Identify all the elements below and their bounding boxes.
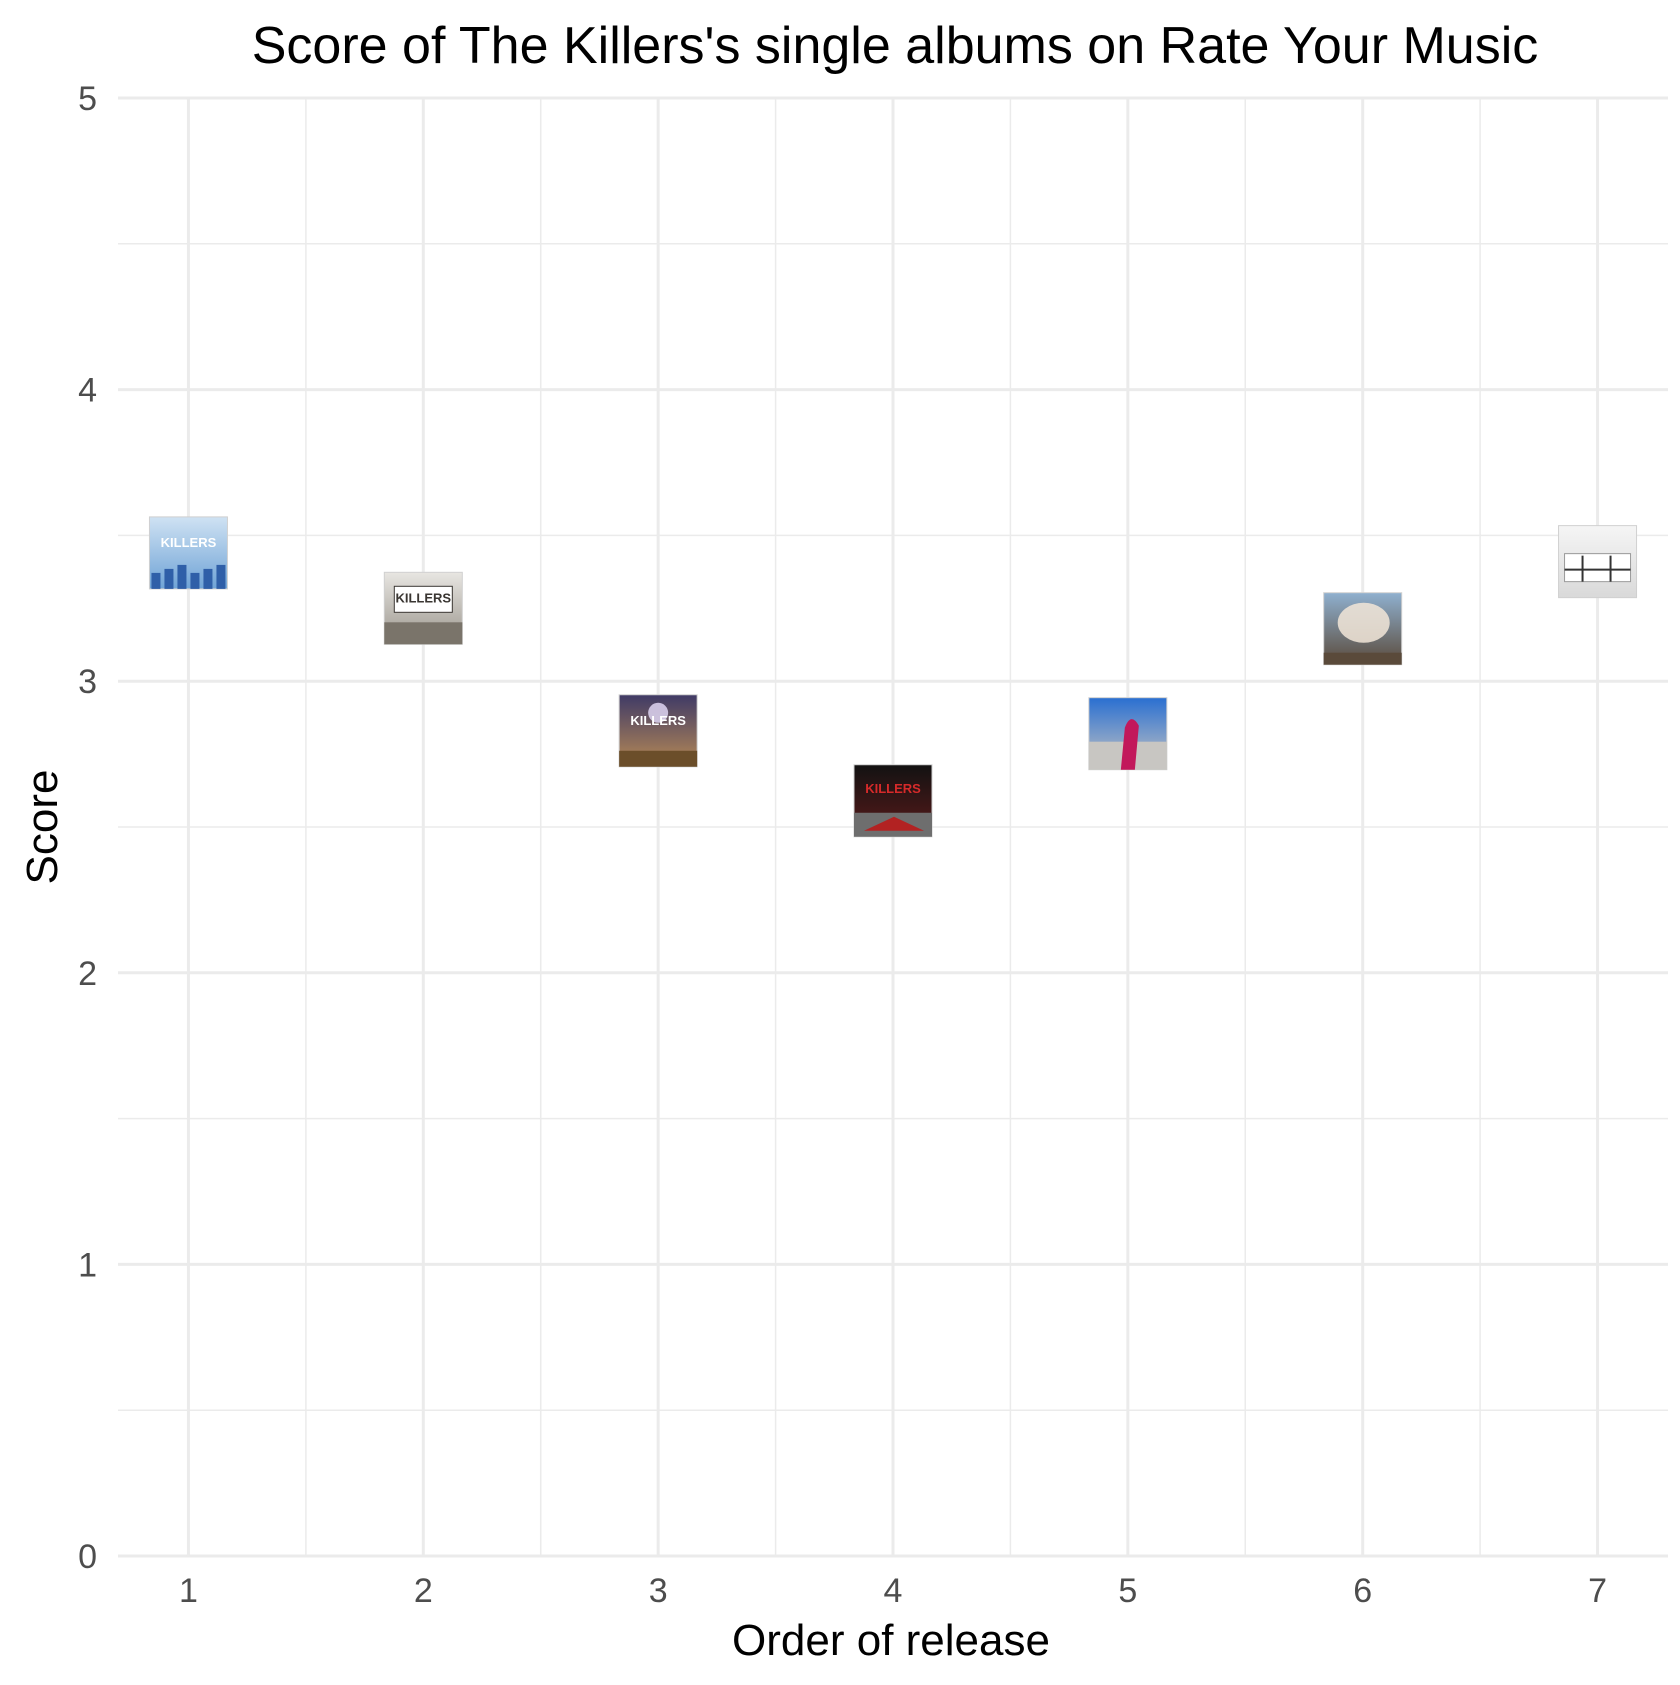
city-building [203,568,213,589]
city-building [164,568,174,589]
cover-background [148,516,228,590]
ground [384,622,463,645]
city-building [151,572,161,589]
cover-text: KILLERS [865,781,921,796]
y-tick-label: 2 [78,955,97,993]
y-tick-label: 3 [78,663,97,701]
x-tick-label: 4 [884,1572,903,1610]
grid-layer [118,96,1668,1558]
album-cover-4-icon: KILLERS [853,764,933,838]
city-building [190,572,200,589]
tick-layer: 0 1 2 3 4 5 1 2 3 4 5 6 7 [78,80,1607,1610]
album-cover-3-icon: KILLERS [618,694,698,768]
x-tick-label: 5 [1118,1572,1137,1610]
car [864,816,924,831]
album-cover-6-icon [1323,592,1403,666]
cover-text: KILLERS [630,713,686,728]
city-building [177,564,187,589]
cloud [1337,602,1390,643]
x-tick-label: 2 [414,1572,433,1610]
horizon [1323,652,1402,665]
album-cover-7-icon [1558,525,1638,599]
desert [619,750,698,767]
y-tick-label: 1 [78,1246,97,1284]
billboard [393,585,453,613]
album-cover-2-icon: KILLERS [383,571,463,645]
x-tick-label: 7 [1588,1572,1607,1610]
point-layer: KILLERS KILLERS KILLERS KILLERS [148,516,1638,838]
hand-with-shell [1120,719,1139,770]
cover-text: KILLERS [161,535,217,550]
y-tick-label: 4 [78,372,97,410]
y-tick-label: 5 [78,80,97,118]
chart-title: Score of The Killers's single albums on … [252,17,1539,75]
album-cover-5-icon [1088,697,1168,771]
photo-frame [1564,553,1632,583]
moon [648,702,669,723]
x-axis-title: Order of release [732,1616,1050,1665]
city-building [216,564,226,589]
cover-text: KILLERS [395,590,451,605]
x-tick-label: 3 [649,1572,668,1610]
x-tick-label: 6 [1353,1572,1372,1610]
y-axis-title: Score [18,770,67,885]
x-tick-label: 1 [179,1572,198,1610]
album-cover-1-icon: KILLERS [148,516,228,590]
y-tick-label: 0 [78,1538,97,1576]
